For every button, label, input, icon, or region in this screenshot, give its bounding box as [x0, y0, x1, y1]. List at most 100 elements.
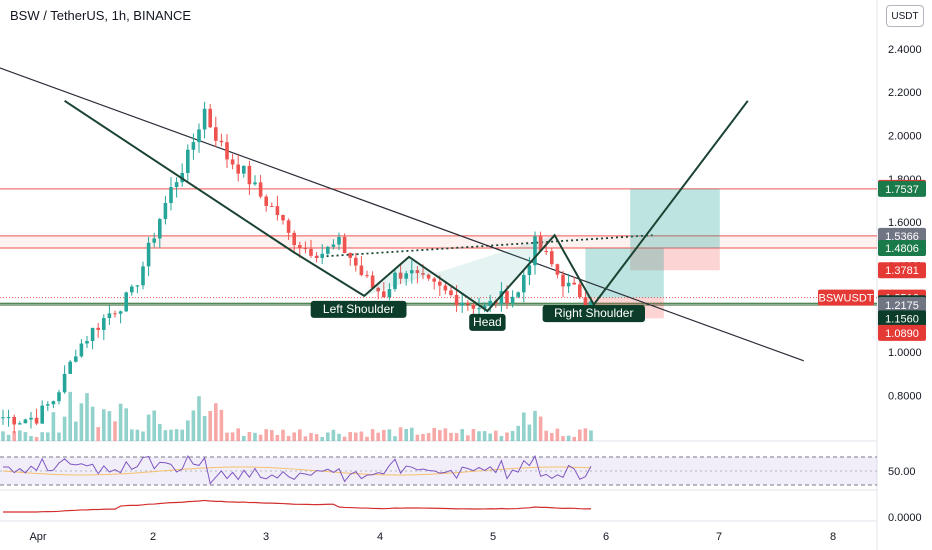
volume-bar [158, 423, 162, 441]
candle-body [191, 142, 196, 150]
time-tick-label: 2 [150, 531, 156, 543]
candle-body [454, 295, 459, 306]
volume-bar [102, 409, 106, 441]
volume-bar [57, 432, 61, 441]
volume-bar [225, 432, 229, 441]
volume-bar [550, 433, 554, 441]
price-tag-bg [878, 324, 926, 341]
volume-bar [34, 436, 39, 441]
volume-bar [118, 403, 123, 441]
candle-body [510, 296, 515, 304]
volume-bar [370, 429, 375, 441]
volume-bar [180, 429, 184, 441]
pattern-label: Right Shoulder [554, 306, 633, 320]
candle-body [438, 281, 442, 286]
volume-bar [354, 432, 358, 441]
price-tick-label: 1.0000 [888, 347, 922, 359]
rsi-tick-label: 50.00 [888, 466, 916, 478]
time-tick-label: 4 [377, 531, 383, 543]
candle-body [326, 246, 330, 254]
symbol-tag-bg [818, 289, 874, 306]
candle-body [46, 404, 50, 406]
candle-body [488, 300, 492, 307]
trendline[interactable] [0, 47, 805, 362]
price-tag-value: 1.4806 [885, 243, 919, 255]
price-tag-value: 1.2175 [885, 300, 919, 312]
position-boxes [585, 188, 720, 319]
volume-bar [482, 431, 487, 441]
candle-body [460, 302, 464, 306]
volume-bar [163, 430, 168, 441]
volume-bar [365, 436, 369, 441]
candle-body [12, 416, 16, 425]
volume-bar [270, 430, 274, 441]
lower-indicator-line [2, 499, 592, 513]
volume-bar [398, 427, 403, 441]
volume-bar [85, 393, 89, 441]
candle-body [258, 182, 263, 197]
volume-bar [146, 414, 151, 441]
resistance-zone [0, 235, 877, 249]
candle-body [51, 401, 56, 405]
price-axis[interactable]: 2.40002.20002.00001.80001.60001.40001.00… [888, 44, 922, 524]
candle-body [130, 286, 134, 293]
volume-bar [174, 429, 179, 441]
volume-bar [264, 429, 268, 441]
volume-bar [197, 396, 201, 441]
candle-body [197, 129, 201, 143]
candle-body [225, 142, 229, 160]
volume-bar [208, 411, 212, 441]
candle-body [527, 265, 532, 276]
volume-bar [68, 391, 72, 441]
candle-body [370, 275, 375, 288]
price-tag-bg [878, 262, 926, 279]
price-tag-value: 1.0890 [885, 328, 919, 340]
volume-bar [331, 429, 336, 441]
candle-body [421, 273, 425, 275]
time-axis[interactable]: Apr 2 3 4 5 6 7 8 [29, 531, 836, 543]
volume-bar [191, 410, 196, 441]
rsi-line [2, 454, 592, 485]
candle-body [589, 301, 593, 306]
position-stop-zone [630, 248, 720, 271]
volume-bar [79, 403, 84, 441]
pattern-label-bg [469, 313, 506, 331]
candle-body [202, 108, 207, 130]
symbol-tag: BSWUSDT [819, 293, 874, 305]
volume-bar [169, 429, 173, 441]
candle-body [57, 392, 61, 402]
candle-body [62, 373, 67, 393]
candle-body [230, 159, 235, 165]
trendline-segment [0, 67, 805, 362]
volume-bar [460, 429, 464, 441]
volume-bar [40, 432, 44, 441]
rsi-pane [0, 454, 877, 486]
candle-body [432, 278, 436, 282]
candle-body [169, 187, 173, 203]
candle-body [292, 232, 296, 246]
volume-bar [404, 429, 408, 441]
price-tick-label: 1.6000 [888, 217, 922, 229]
candle-body [398, 272, 403, 279]
volume-bars [1, 391, 593, 441]
candle-body [348, 252, 352, 258]
candle-body [1, 417, 5, 419]
candle-body [242, 165, 246, 174]
volume-bar [471, 429, 476, 441]
volume-bar [113, 421, 117, 441]
volume-bar [578, 429, 582, 441]
volume-bar [214, 403, 218, 441]
price-tick-label: 0.8000 [888, 391, 922, 403]
candle-body [34, 417, 39, 424]
candle-body [387, 288, 392, 298]
candle-body [247, 165, 252, 185]
candle-body [415, 270, 420, 274]
candle-body [522, 275, 526, 293]
candle-body [135, 285, 140, 287]
volume-bar [326, 432, 330, 441]
price-tag-bg [878, 240, 926, 257]
currency-button[interactable]: USDT [886, 5, 924, 27]
head-and-shoulders-pattern[interactable] [64, 99, 749, 313]
volume-bar [421, 433, 425, 441]
